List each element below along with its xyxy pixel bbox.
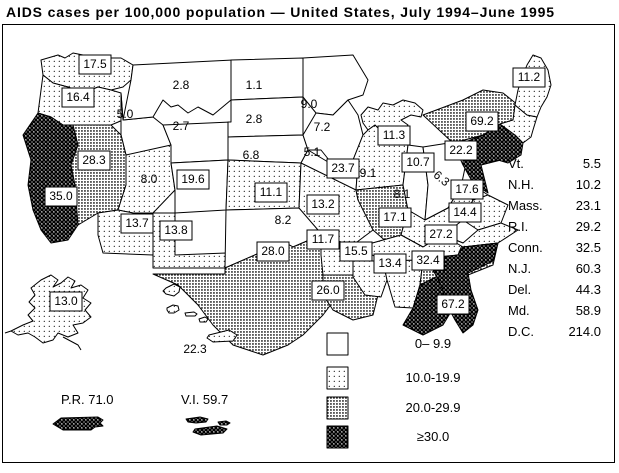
svg-text:V.I. 59.7: V.I. 59.7 bbox=[181, 392, 228, 407]
svg-text:2.8: 2.8 bbox=[246, 112, 263, 126]
svg-text:8.1: 8.1 bbox=[394, 187, 411, 201]
svg-text:9.1: 9.1 bbox=[360, 166, 377, 180]
svg-text:≥30.0: ≥30.0 bbox=[417, 429, 449, 444]
svg-text:N.H.: N.H. bbox=[508, 177, 534, 192]
svg-text:6.8: 6.8 bbox=[243, 148, 260, 162]
svg-text:Md.: Md. bbox=[508, 303, 530, 318]
svg-text:2.7: 2.7 bbox=[173, 119, 190, 133]
svg-text:19.6: 19.6 bbox=[181, 172, 205, 186]
svg-text:Mass.: Mass. bbox=[508, 198, 543, 213]
svg-text:13.7: 13.7 bbox=[125, 216, 149, 230]
svg-text:16.4: 16.4 bbox=[66, 90, 90, 104]
svg-text:32.5: 32.5 bbox=[576, 240, 601, 255]
svg-text:5.1: 5.1 bbox=[304, 145, 321, 159]
svg-text:10.2: 10.2 bbox=[576, 177, 601, 192]
svg-text:11.7: 11.7 bbox=[312, 232, 335, 246]
svg-text:Vt.: Vt. bbox=[508, 156, 524, 171]
svg-text:10.7: 10.7 bbox=[406, 155, 430, 169]
svg-text:17.6: 17.6 bbox=[455, 182, 479, 196]
svg-text:N.J.: N.J. bbox=[508, 261, 531, 276]
svg-text:13.0: 13.0 bbox=[54, 294, 78, 308]
svg-text:7.2: 7.2 bbox=[314, 120, 331, 134]
svg-text:23.7: 23.7 bbox=[331, 161, 355, 175]
svg-text:8.0: 8.0 bbox=[141, 172, 158, 186]
svg-text:44.3: 44.3 bbox=[576, 282, 601, 297]
svg-text:29.2: 29.2 bbox=[576, 219, 601, 234]
svg-text:0– 9.9: 0– 9.9 bbox=[415, 336, 451, 351]
svg-text:26.0: 26.0 bbox=[316, 283, 340, 297]
svg-text:R.I.: R.I. bbox=[508, 219, 528, 234]
svg-text:28.0: 28.0 bbox=[261, 244, 285, 258]
svg-text:D.C.: D.C. bbox=[508, 324, 534, 339]
svg-text:60.3: 60.3 bbox=[576, 261, 601, 276]
svg-text:15.5: 15.5 bbox=[344, 244, 368, 258]
svg-text:5.0: 5.0 bbox=[117, 107, 134, 121]
svg-text:13.8: 13.8 bbox=[164, 223, 188, 237]
svg-text:11.1: 11.1 bbox=[260, 185, 283, 199]
svg-text:17.5: 17.5 bbox=[83, 57, 107, 71]
svg-text:9.0: 9.0 bbox=[301, 97, 318, 111]
svg-text:27.2: 27.2 bbox=[429, 227, 453, 241]
svg-text:Del.: Del. bbox=[508, 282, 531, 297]
svg-text:20.0-29.9: 20.0-29.9 bbox=[406, 400, 461, 415]
svg-text:13.2: 13.2 bbox=[311, 197, 335, 211]
svg-text:214.0: 214.0 bbox=[568, 324, 601, 339]
svg-text:5.5: 5.5 bbox=[583, 156, 601, 171]
svg-text:22.3: 22.3 bbox=[183, 342, 207, 356]
svg-text:67.2: 67.2 bbox=[441, 297, 465, 311]
svg-text:22.2: 22.2 bbox=[449, 143, 473, 157]
svg-text:35.0: 35.0 bbox=[49, 189, 73, 203]
svg-text:11.3: 11.3 bbox=[383, 128, 406, 142]
svg-text:32.4: 32.4 bbox=[416, 253, 440, 267]
svg-text:28.3: 28.3 bbox=[82, 153, 106, 167]
svg-text:2.8: 2.8 bbox=[173, 78, 190, 92]
svg-text:1.1: 1.1 bbox=[246, 78, 263, 92]
svg-text:Conn.: Conn. bbox=[508, 240, 543, 255]
svg-text:P.R. 71.0: P.R. 71.0 bbox=[61, 392, 114, 407]
svg-text:10.0-19.9: 10.0-19.9 bbox=[406, 370, 461, 385]
svg-text:14.4: 14.4 bbox=[453, 205, 477, 219]
svg-text:13.4: 13.4 bbox=[378, 256, 402, 270]
svg-text:11.2: 11.2 bbox=[518, 70, 541, 84]
svg-text:17.1: 17.1 bbox=[383, 210, 407, 224]
svg-text:8.2: 8.2 bbox=[275, 213, 292, 227]
svg-text:69.2: 69.2 bbox=[470, 114, 494, 128]
svg-text:58.9: 58.9 bbox=[576, 303, 601, 318]
svg-text:23.1: 23.1 bbox=[576, 198, 601, 213]
